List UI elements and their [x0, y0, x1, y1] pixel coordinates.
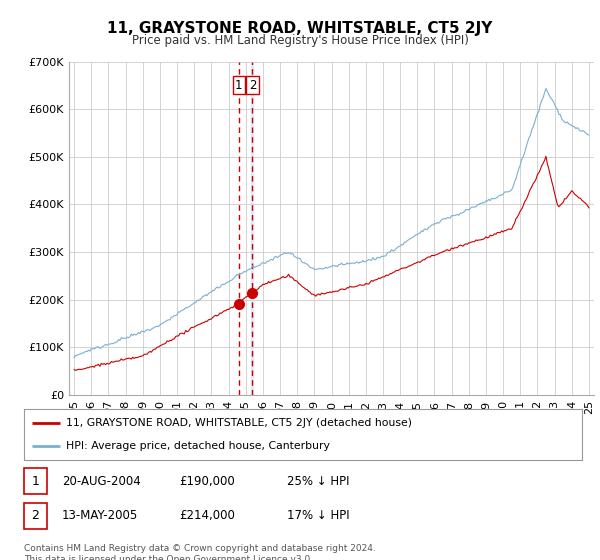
Text: Price paid vs. HM Land Registry's House Price Index (HPI): Price paid vs. HM Land Registry's House … [131, 34, 469, 46]
Text: £214,000: £214,000 [179, 509, 235, 522]
Text: 17% ↓ HPI: 17% ↓ HPI [287, 509, 349, 522]
Text: £190,000: £190,000 [179, 474, 235, 488]
Text: 2: 2 [249, 79, 256, 92]
Text: 1: 1 [235, 79, 242, 92]
Text: Contains HM Land Registry data © Crown copyright and database right 2024.
This d: Contains HM Land Registry data © Crown c… [24, 544, 376, 560]
Text: 13-MAY-2005: 13-MAY-2005 [62, 509, 138, 522]
Text: HPI: Average price, detached house, Canterbury: HPI: Average price, detached house, Cant… [66, 441, 330, 451]
Text: 11, GRAYSTONE ROAD, WHITSTABLE, CT5 2JY (detached house): 11, GRAYSTONE ROAD, WHITSTABLE, CT5 2JY … [66, 418, 412, 428]
Text: 11, GRAYSTONE ROAD, WHITSTABLE, CT5 2JY: 11, GRAYSTONE ROAD, WHITSTABLE, CT5 2JY [107, 21, 493, 36]
Text: 20-AUG-2004: 20-AUG-2004 [62, 474, 140, 488]
Bar [251, 62, 253, 395]
Text: 2: 2 [31, 509, 40, 522]
Text: 25% ↓ HPI: 25% ↓ HPI [287, 474, 349, 488]
Text: 1: 1 [31, 474, 40, 488]
